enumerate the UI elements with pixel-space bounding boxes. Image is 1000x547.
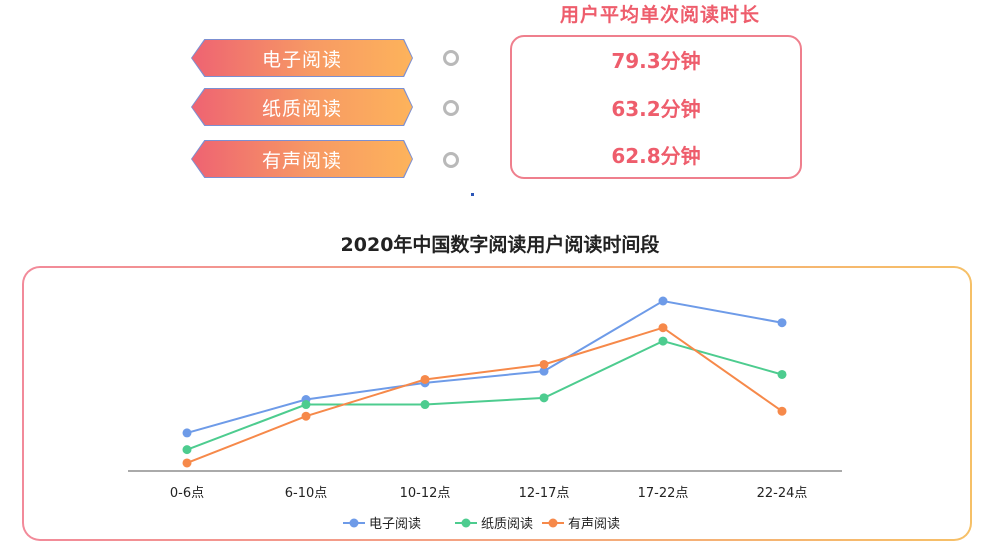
chart-title: 2020年中国数字阅读用户阅读时间段 xyxy=(340,234,660,256)
connector-ring-icon xyxy=(443,50,459,66)
series-line xyxy=(186,299,783,434)
legend-label: 有声阅读 xyxy=(568,517,620,532)
reading-type-electronic: 电子阅读 xyxy=(192,40,412,76)
connector-ring-icon xyxy=(443,152,459,168)
data-point xyxy=(182,445,192,455)
data-point xyxy=(658,296,668,306)
reading-type-label: 电子阅读 xyxy=(261,48,342,71)
reading-type-label: 有声阅读 xyxy=(261,149,342,172)
x-tick-label: 22-24点 xyxy=(757,486,808,501)
avg-duration-audio: 62.8分钟 xyxy=(611,144,701,168)
data-point xyxy=(182,428,192,438)
data-point xyxy=(182,458,192,468)
x-tick-label: 0-6点 xyxy=(170,486,204,501)
x-tick-label: 17-22点 xyxy=(638,486,689,501)
avg-duration-box xyxy=(510,35,802,179)
data-point xyxy=(539,359,549,369)
data-point xyxy=(777,406,787,416)
legend-marker xyxy=(461,518,471,528)
data-point xyxy=(420,374,430,384)
legend-marker xyxy=(548,518,558,528)
x-tick-label: 10-12点 xyxy=(400,486,451,501)
reading-type-audio: 有声阅读 xyxy=(192,141,412,177)
data-point xyxy=(539,366,549,376)
x-tick-label: 6-10点 xyxy=(285,486,328,501)
data-point xyxy=(301,400,311,410)
series-line xyxy=(186,326,783,464)
data-point xyxy=(420,400,430,410)
chart-frame xyxy=(22,266,972,541)
series-line xyxy=(186,340,783,451)
data-point xyxy=(301,411,311,421)
data-point xyxy=(658,336,668,346)
decorative-dot xyxy=(471,193,474,196)
data-point xyxy=(777,369,787,379)
data-point xyxy=(777,318,787,328)
x-tick-label: 12-17点 xyxy=(519,486,570,501)
legend-marker xyxy=(349,518,359,528)
avg-duration-paper: 63.2分钟 xyxy=(611,97,701,121)
reading-type-paper: 纸质阅读 xyxy=(192,89,412,125)
legend-label: 电子阅读 xyxy=(369,517,421,532)
data-point xyxy=(658,323,668,333)
reading-type-label: 纸质阅读 xyxy=(261,97,342,120)
connector-ring-icon xyxy=(443,100,459,116)
legend-label: 纸质阅读 xyxy=(481,517,533,532)
avg-duration-title: 用户平均单次阅读时长 xyxy=(559,4,760,26)
avg-duration-electronic: 79.3分钟 xyxy=(611,49,701,73)
data-point xyxy=(539,393,549,403)
